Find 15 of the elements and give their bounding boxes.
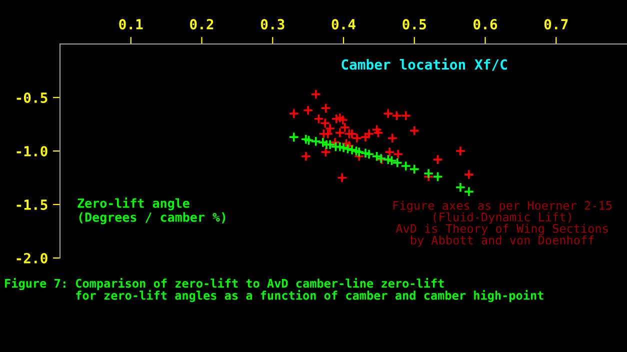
y-tick-label: -1.5 <box>16 200 48 210</box>
x-axis-title: Camber location Xf/C <box>342 58 507 71</box>
x-tick-label: 0.4 <box>332 19 356 30</box>
x-tick-label: 0.3 <box>260 19 284 30</box>
y-tick-label: -1.0 <box>16 146 48 156</box>
x-tick-label: 0.2 <box>190 19 214 30</box>
y-tick-label: -0.5 <box>16 92 48 103</box>
x-tick-label: 0.7 <box>544 19 568 30</box>
x-tick-label: 0.6 <box>474 19 498 30</box>
x-tick-label: 0.5 <box>402 19 426 30</box>
y-tick-label: -2.0 <box>16 252 48 264</box>
y-axis-title: Zero-lift angle (Degrees / camber %) <box>78 198 226 224</box>
caption: Figure 7: Comparison of zero-lift to AvD camber-line zero-lift for zero-lift angles as a function of camber and camber high-point <box>5 278 544 302</box>
annotation: Figure axes as per Hoerner 2-15 (Fluid-Dynamic Lift) AvD is Theory of Wing Sections by Abbott and von Doenhoff <box>393 200 612 247</box>
x-tick-label: 0.1 <box>119 19 143 30</box>
